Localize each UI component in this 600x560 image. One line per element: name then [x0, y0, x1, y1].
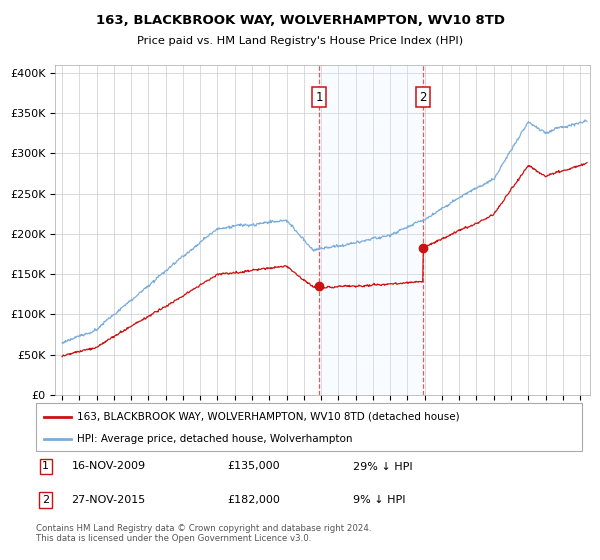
FancyBboxPatch shape [36, 403, 582, 451]
Text: £182,000: £182,000 [227, 495, 280, 505]
Text: 2: 2 [419, 91, 427, 104]
Bar [319, 65, 423, 395]
Text: Contains HM Land Registry data © Crown copyright and database right 2024.
This d: Contains HM Land Registry data © Crown c… [36, 524, 371, 543]
Text: 163, BLACKBROOK WAY, WOLVERHAMPTON, WV10 8TD (detached house): 163, BLACKBROOK WAY, WOLVERHAMPTON, WV10… [77, 412, 460, 422]
Text: £135,000: £135,000 [227, 461, 280, 472]
Text: 163, BLACKBROOK WAY, WOLVERHAMPTON, WV10 8TD: 163, BLACKBROOK WAY, WOLVERHAMPTON, WV10… [95, 14, 505, 27]
Text: 1: 1 [43, 461, 49, 472]
Text: 2: 2 [42, 495, 49, 505]
Text: 27-NOV-2015: 27-NOV-2015 [71, 495, 146, 505]
Text: 9% ↓ HPI: 9% ↓ HPI [353, 495, 405, 505]
Text: Price paid vs. HM Land Registry's House Price Index (HPI): Price paid vs. HM Land Registry's House … [137, 36, 463, 46]
Text: 16-NOV-2009: 16-NOV-2009 [71, 461, 146, 472]
Text: 29% ↓ HPI: 29% ↓ HPI [353, 461, 412, 472]
Text: 1: 1 [315, 91, 323, 104]
Text: HPI: Average price, detached house, Wolverhampton: HPI: Average price, detached house, Wolv… [77, 434, 352, 444]
